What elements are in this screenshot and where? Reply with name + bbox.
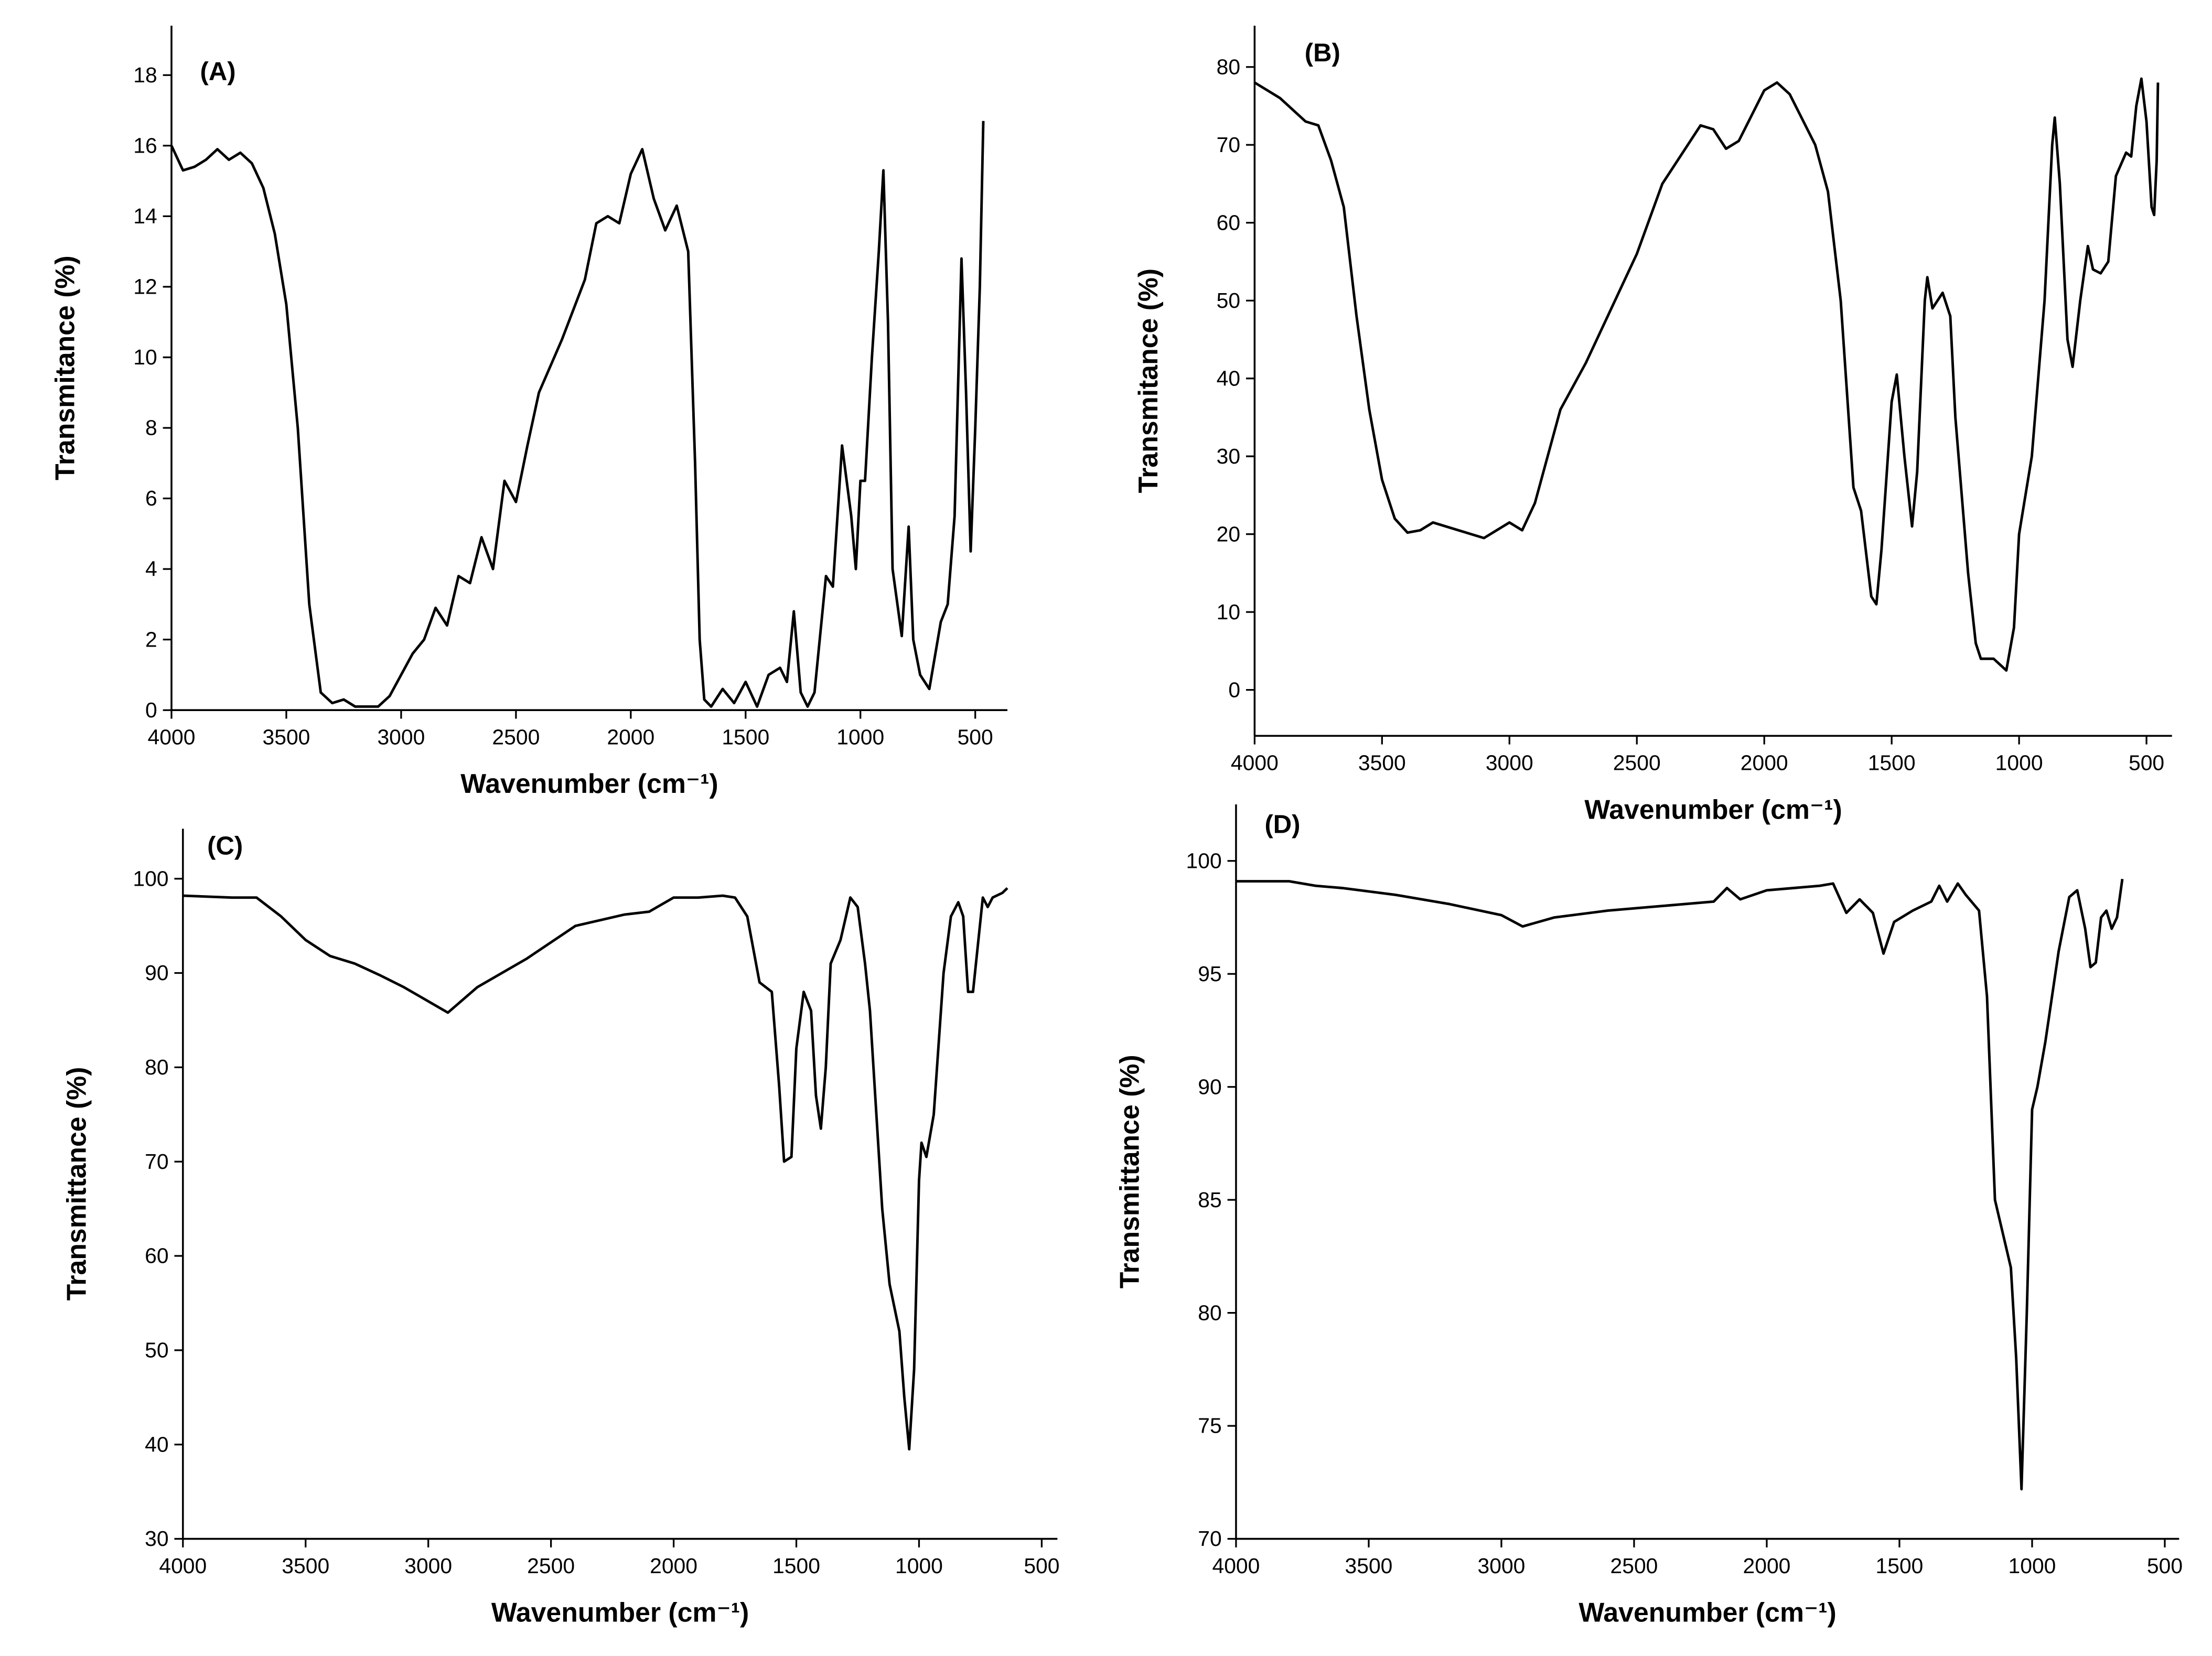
x-tick-label: 2000 [1741, 751, 1788, 775]
x-tick-label: 3500 [1358, 751, 1406, 775]
x-tick-label: 1000 [1995, 751, 2043, 775]
x-tick-label: 1000 [2009, 1554, 2056, 1578]
x-tick-label: 3000 [1486, 751, 1533, 775]
y-tick-label: 85 [1198, 1188, 1221, 1212]
panel: 70 75 80 85 90 95 100 4000 3500 3000 2500 2000 1500 1… [1114, 804, 2183, 1628]
panel-title: (D) [1264, 811, 1300, 839]
y-tick-label: 50 [145, 1338, 168, 1362]
x-tick-label: 1000 [895, 1554, 943, 1578]
panel-title: (C) [207, 832, 243, 860]
y-tick-label: 90 [1198, 1074, 1221, 1099]
x-tick-label: 2500 [527, 1554, 575, 1578]
panel: 0 10 20 30 40 50 60 70 80 4000 3500 3000 2500 2000 150… [1133, 26, 2172, 824]
y-tick-label: 70 [1217, 133, 1240, 157]
x-tick-label: 2500 [1610, 1554, 1658, 1578]
y-tick-label: 80 [1217, 55, 1240, 79]
x-tick-label: 3500 [282, 1554, 329, 1578]
x-tick-label: 500 [958, 725, 993, 749]
x-tick-label: 4000 [1231, 751, 1279, 775]
y-tick-label: 0 [1228, 678, 1240, 702]
y-tick-label: 80 [1198, 1300, 1221, 1325]
x-tick-label: 4000 [148, 725, 196, 749]
y-tick-label: 16 [133, 133, 157, 157]
panel: 0 2 4 6 8 10 12 14 16 18 4000 3500 3000 2500 2000 1500 1… [50, 26, 1007, 799]
x-tick-label: 3000 [377, 725, 425, 749]
y-tick-label: 20 [1217, 522, 1240, 546]
x-tick-label: 1500 [1868, 751, 1916, 775]
x-tick-label: 4000 [1212, 1554, 1260, 1578]
x-tick-label: 500 [2129, 751, 2164, 775]
x-tick-label: 1000 [836, 725, 884, 749]
y-tick-label: 100 [1186, 848, 1222, 873]
x-tick-label: 500 [1024, 1554, 1059, 1578]
spectrum-line [1236, 878, 2124, 1491]
y-tick-label: 100 [133, 866, 168, 890]
y-tick-label: 70 [1198, 1526, 1221, 1551]
x-tick-label: 1500 [1876, 1554, 1924, 1578]
x-tick-label: 2500 [492, 725, 540, 749]
y-tick-label: 50 [1217, 288, 1240, 313]
y-tick-label: 18 [133, 63, 157, 87]
x-tick-label: 3500 [1345, 1554, 1393, 1578]
x-tick-label: 4000 [159, 1554, 207, 1578]
y-axis-label: Transmittance (%) [1114, 1055, 1145, 1288]
x-axis-label: Wavenumber (cm⁻¹) [491, 1597, 749, 1628]
y-tick-label: 30 [1217, 444, 1240, 468]
x-axis-label: Wavenumber (cm⁻¹) [1579, 1597, 1836, 1628]
spectrum-line [182, 887, 1008, 1451]
y-tick-label: 6 [145, 486, 157, 510]
y-tick-label: 8 [145, 416, 157, 440]
panel-title: (A) [200, 58, 236, 86]
y-tick-label: 40 [1217, 366, 1240, 390]
x-tick-label: 3500 [263, 725, 310, 749]
y-tick-label: 0 [145, 698, 157, 722]
spectrum-line [1254, 77, 2160, 672]
x-tick-label: 2000 [607, 725, 654, 749]
x-tick-label: 1500 [772, 1554, 820, 1578]
x-tick-label: 1500 [722, 725, 769, 749]
y-tick-label: 70 [145, 1149, 168, 1174]
y-tick-label: 40 [145, 1432, 168, 1456]
y-tick-label: 10 [1217, 600, 1240, 624]
panel: 30 40 50 60 70 80 90 100 4000 3500 3000 2500 2000 150… [61, 829, 1060, 1628]
y-tick-label: 30 [145, 1526, 168, 1551]
spectrum-line [170, 121, 985, 708]
y-tick-label: 80 [145, 1055, 168, 1079]
x-tick-label: 2000 [650, 1554, 697, 1578]
x-tick-label: 3000 [404, 1554, 452, 1578]
y-tick-label: 4 [145, 557, 157, 581]
y-tick-label: 75 [1198, 1414, 1221, 1438]
x-axis-label: Wavenumber (cm⁻¹) [460, 768, 718, 799]
y-tick-label: 60 [1217, 210, 1240, 234]
x-tick-label: 3000 [1478, 1554, 1526, 1578]
panel-title: (B) [1305, 39, 1340, 67]
y-tick-label: 12 [133, 275, 157, 299]
x-tick-label: 2000 [1743, 1554, 1791, 1578]
x-tick-label: 2500 [1613, 751, 1661, 775]
x-tick-label: 500 [2147, 1554, 2183, 1578]
y-axis-label: Transmittance (%) [61, 1067, 92, 1301]
y-tick-label: 90 [145, 961, 168, 985]
y-axis-label: Transmitance (%) [50, 255, 80, 480]
y-tick-label: 14 [133, 204, 157, 228]
y-tick-label: 60 [145, 1244, 168, 1268]
y-tick-label: 2 [145, 627, 157, 651]
y-axis-label: Transmitance (%) [1133, 268, 1163, 493]
y-tick-label: 10 [133, 345, 157, 369]
y-tick-label: 95 [1198, 962, 1221, 986]
x-axis-label: Wavenumber (cm⁻¹) [1584, 794, 1842, 824]
